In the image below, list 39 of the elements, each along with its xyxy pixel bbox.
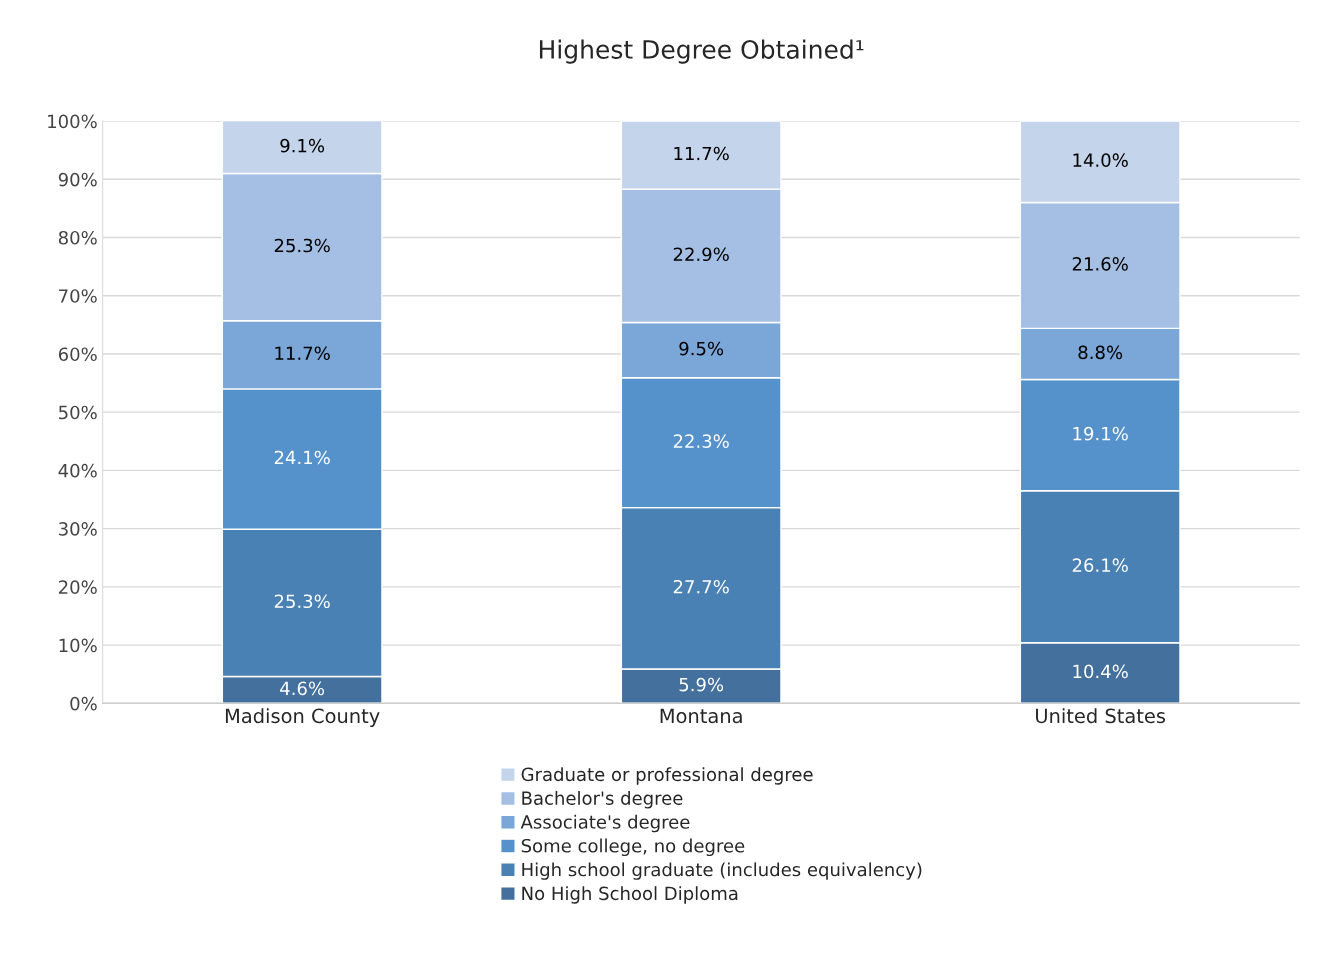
x-tick-label: Madison County <box>225 708 380 727</box>
y-tick-label: 60% <box>58 347 97 362</box>
data-label: 21.6% <box>1072 257 1128 271</box>
legend-label: No High School Diploma <box>522 886 738 904</box>
y-tick-label: 80% <box>58 230 97 245</box>
chart-title: Highest Degree Obtained¹ <box>539 39 864 64</box>
data-label: 19.1% <box>1073 426 1128 441</box>
y-tick-label: 10% <box>59 638 97 653</box>
x-tick-label: Montana <box>660 708 742 724</box>
data-label: 11.7% <box>674 146 729 161</box>
y-tick-label: 30% <box>59 522 97 536</box>
data-label: 27.7% <box>673 579 729 594</box>
y-tick-label: 70% <box>59 289 97 303</box>
data-label: 25.3% <box>274 594 330 609</box>
data-label: 10.4% <box>1073 664 1128 679</box>
data-label: 26.1% <box>1072 558 1128 573</box>
data-label: 14.0% <box>1073 153 1128 168</box>
data-label: 4.6% <box>280 681 325 696</box>
data-label: 22.9% <box>673 247 729 262</box>
x-tick-label: United States <box>1036 708 1166 724</box>
data-label: 22.3% <box>673 434 729 448</box>
data-label: 25.3% <box>274 238 330 253</box>
y-tick-label: 20% <box>58 580 97 594</box>
legend-label: Bachelor's degree <box>522 791 683 809</box>
data-label: 8.8% <box>1078 345 1123 360</box>
data-label: 5.9% <box>679 677 724 692</box>
legend-label: Some college, no degree <box>521 838 745 857</box>
data-label: 11.7% <box>275 346 330 361</box>
y-tick-label: 100% <box>48 114 97 129</box>
legend-label: Graduate or professional degree <box>521 767 813 785</box>
data-label: 9.1% <box>280 138 325 153</box>
y-tick-label: 0% <box>70 696 97 711</box>
y-tick-label: 40% <box>58 463 97 478</box>
data-label: 9.5% <box>679 341 724 356</box>
y-tick-label: 50% <box>59 405 97 420</box>
legend-label: High school graduate (includes equivalency) <box>522 862 922 880</box>
legend-label: Associate's degree <box>520 814 690 833</box>
y-tick-label: 90% <box>58 172 97 187</box>
data-label: 24.1% <box>274 450 330 465</box>
